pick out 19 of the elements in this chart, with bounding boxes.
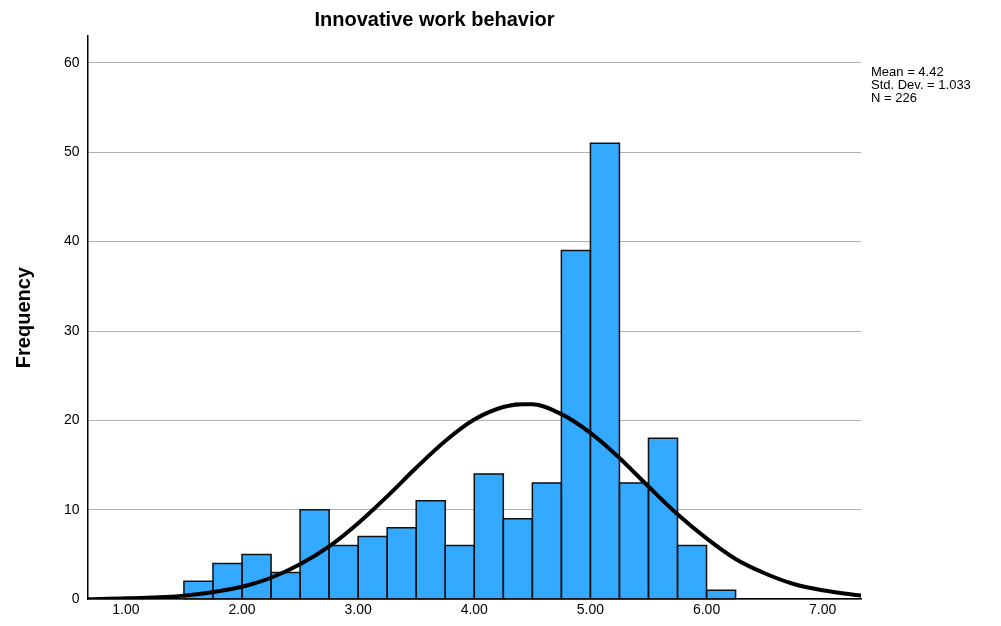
y-axis-title: Frequency [11, 266, 34, 369]
x-tick-label: 4.00 [460, 601, 489, 618]
y-tick-label: 30 [63, 321, 80, 338]
x-tick-label: 3.00 [344, 601, 372, 618]
x-tick-label: 1.00 [112, 601, 140, 618]
y-tick-label: 40 [63, 232, 80, 249]
y-tick-label: 20 [63, 411, 80, 428]
y-tick-label: 0 [71, 590, 80, 607]
y-tick-label: 60 [63, 53, 80, 70]
text: Mean = 4.42 [871, 64, 944, 80]
y-tick-label: 50 [63, 143, 80, 160]
chart-title: Innovative work behavior [314, 7, 555, 30]
x-tick-label: 7.00 [809, 601, 837, 618]
text: Std. Dev. = 1.033 [871, 77, 971, 93]
x-tick-label: 6.00 [692, 601, 721, 618]
x-tick-label: 2.00 [228, 601, 256, 618]
y-tick-label: 10 [63, 500, 80, 517]
x-tick-label: 5.00 [576, 601, 605, 618]
text: N = 226 [871, 90, 917, 106]
